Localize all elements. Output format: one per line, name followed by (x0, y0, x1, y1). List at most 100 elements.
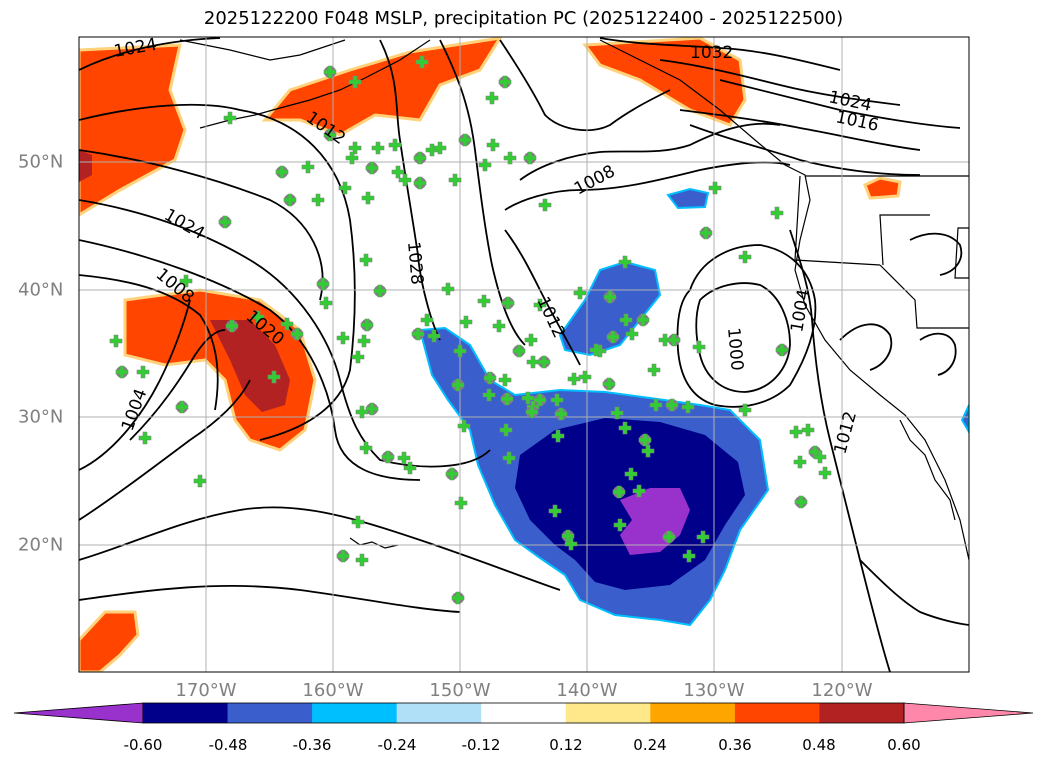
negative-anomaly-region (960, 404, 969, 434)
contour-label: 1000 (723, 327, 747, 372)
observation-marker (647, 363, 661, 377)
positive-anomaly-region (79, 610, 140, 672)
observation-marker (603, 290, 617, 304)
colorbar-tick-label: 0.48 (802, 736, 836, 754)
observation-marker (348, 75, 362, 89)
observation-marker (681, 400, 695, 414)
negative-anomaly-region (666, 187, 710, 210)
isobar (719, 79, 961, 129)
observation-marker (398, 173, 412, 187)
observation-marker (451, 591, 465, 605)
observation-markers (109, 55, 832, 605)
observation-marker (794, 495, 808, 509)
observation-marker (457, 419, 471, 433)
contour-label: 1028 (403, 241, 427, 286)
isobar (789, 229, 891, 672)
isobar (919, 332, 957, 376)
observation-marker (357, 334, 371, 348)
observation-marker (662, 530, 676, 544)
observation-marker (445, 467, 459, 481)
observation-marker (682, 549, 696, 563)
observation-marker (225, 319, 239, 333)
observation-marker (311, 193, 325, 207)
observation-marker (649, 398, 663, 412)
observation-marker (619, 313, 633, 327)
observation-marker (696, 530, 710, 544)
observation-marker (323, 65, 337, 79)
colorbar-tick-label: -0.12 (461, 736, 501, 754)
isobar (499, 39, 671, 132)
observation-marker (526, 355, 540, 369)
observation-marker (498, 373, 512, 387)
observation-marker (485, 91, 499, 105)
observation-marker (179, 274, 193, 288)
observation-marker (338, 181, 352, 195)
isobar (79, 37, 221, 71)
observation-marker (503, 151, 517, 165)
map-frame (78, 36, 970, 673)
observation-marker (448, 173, 462, 187)
isobar (79, 274, 219, 411)
observation-marker (770, 206, 784, 220)
observation-marker (403, 461, 417, 475)
observation-marker (381, 450, 395, 464)
observation-marker (280, 317, 294, 331)
observation-marker (801, 423, 815, 437)
map-title: 2025122200 F048 MSLP, precipitation PC (… (203, 8, 844, 29)
colorbar-tick-label: -0.24 (377, 736, 417, 754)
colorbar-cell (650, 703, 736, 723)
observation-marker (218, 215, 232, 229)
colorbar-tick-label: -0.60 (123, 736, 163, 754)
colorbar-high-extend (903, 702, 1034, 724)
observation-marker (359, 441, 373, 455)
observation-marker (692, 340, 706, 354)
observation-marker (624, 467, 638, 481)
colorbar-cell (565, 703, 651, 723)
observation-marker (319, 296, 333, 310)
observation-marker (537, 355, 551, 369)
observation-marker (498, 75, 512, 89)
observation-marker (441, 282, 455, 296)
observation-marker (336, 549, 350, 563)
observation-marker (413, 151, 427, 165)
isobar (839, 323, 893, 371)
observation-marker (420, 313, 434, 327)
observation-marker (478, 158, 492, 172)
colorbar-tick-label: -0.48 (208, 736, 248, 754)
observation-marker (348, 141, 362, 155)
observation-marker (638, 433, 652, 447)
colorbar-cell (227, 703, 313, 723)
colorbar-frame (142, 702, 905, 724)
isobar (659, 59, 901, 106)
observation-marker (738, 403, 752, 417)
negative-anomaly-region (558, 260, 662, 357)
observation-marker (336, 331, 350, 345)
colorbar-tick-label: 0.24 (633, 736, 667, 754)
observation-marker (109, 334, 123, 348)
observation-marker (625, 327, 639, 341)
lon-tick-label: 120°W (811, 680, 873, 701)
lat-tick-label: 50°N (18, 151, 64, 173)
observation-marker (548, 504, 562, 518)
isobar (79, 299, 191, 471)
observation-marker (459, 315, 473, 329)
observation-marker (451, 378, 465, 392)
observation-marker (606, 330, 620, 344)
observation-marker (521, 391, 535, 405)
observation-marker (613, 518, 627, 532)
observation-marker (482, 388, 496, 402)
observation-marker (351, 350, 365, 364)
lat-tick-label: 30°N (18, 406, 64, 428)
observation-marker (345, 151, 359, 165)
observation-marker (525, 405, 539, 419)
colorbar-tick-label: -0.36 (292, 736, 332, 754)
observation-marker (267, 370, 281, 384)
observation-marker (658, 333, 672, 347)
observation-marker (355, 553, 369, 567)
lon-tick-label: 170°W (175, 680, 237, 701)
colorbar-cell (143, 703, 229, 723)
isobar (679, 109, 921, 151)
observation-marker (554, 407, 568, 421)
observation-marker (433, 141, 447, 155)
isobar (676, 244, 817, 408)
